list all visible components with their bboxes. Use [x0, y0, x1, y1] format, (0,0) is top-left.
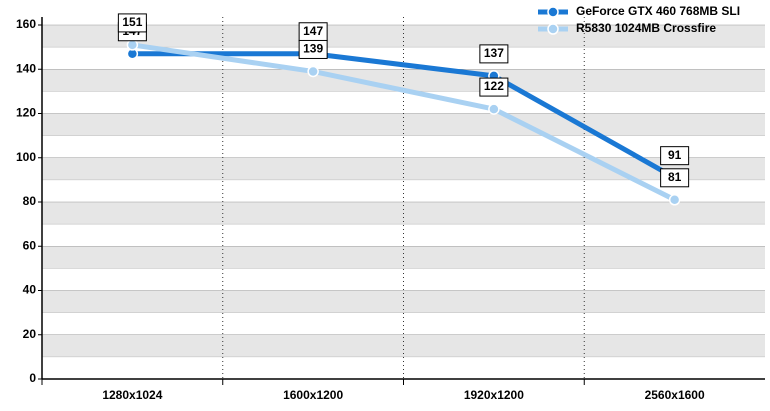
stripe [42, 224, 765, 247]
label-box [479, 77, 509, 97]
data-label: 137 [479, 44, 509, 64]
stripe [42, 157, 765, 180]
data-label-text: 81 [668, 170, 682, 184]
data-point [126, 39, 139, 51]
label-box [479, 44, 509, 64]
x-tick-label: 2560x1600 [645, 388, 705, 402]
y-tick-label: 120 [16, 106, 36, 120]
data-point [488, 103, 500, 115]
stripe [42, 356, 765, 379]
stripe [42, 312, 765, 335]
y-tick-label: 100 [16, 150, 36, 164]
data-label-text: 91 [668, 148, 682, 162]
data-label: 81 [660, 168, 690, 188]
data-label-text: 122 [484, 79, 504, 93]
stripe [42, 135, 765, 158]
y-tick-label: 0 [29, 371, 36, 385]
data-point [668, 194, 681, 206]
data-label: 91 [660, 146, 690, 166]
legend-marker [547, 6, 559, 18]
data-label-text: 147 [303, 24, 323, 38]
legend-label: R5830 1024MB Crossfire [576, 21, 716, 35]
x-tick-label: 1920x1200 [464, 388, 524, 402]
label-box [117, 13, 147, 33]
data-label-text: 137 [484, 46, 504, 60]
legend-label: GeForce GTX 460 768MB SLI [576, 4, 740, 18]
label-box [298, 39, 328, 59]
label-box [660, 168, 690, 188]
legend-marker [547, 23, 559, 35]
stripe [42, 268, 765, 291]
y-tick-label: 160 [16, 17, 36, 31]
data-label: 122 [479, 77, 509, 97]
y-tick-label: 80 [23, 194, 37, 208]
stripe [42, 113, 765, 136]
data-label: 147 [298, 22, 328, 42]
x-tick-label: 1280x1024 [102, 388, 162, 402]
series-line [132, 51, 676, 180]
y-tick-label: 140 [16, 61, 36, 75]
data-label: 139 [298, 39, 328, 59]
data-point [307, 65, 319, 78]
label-box [660, 146, 690, 166]
data-label-text: 139 [303, 42, 323, 56]
data-label: 151 [117, 13, 147, 33]
series-line [132, 42, 676, 203]
y-tick-label: 40 [23, 283, 37, 297]
y-tick-label: 60 [23, 238, 37, 252]
x-tick-label: 1600x1200 [283, 388, 343, 402]
y-tick-label: 20 [23, 327, 37, 341]
data-label-text: 151 [122, 15, 142, 29]
stripe [42, 91, 765, 114]
